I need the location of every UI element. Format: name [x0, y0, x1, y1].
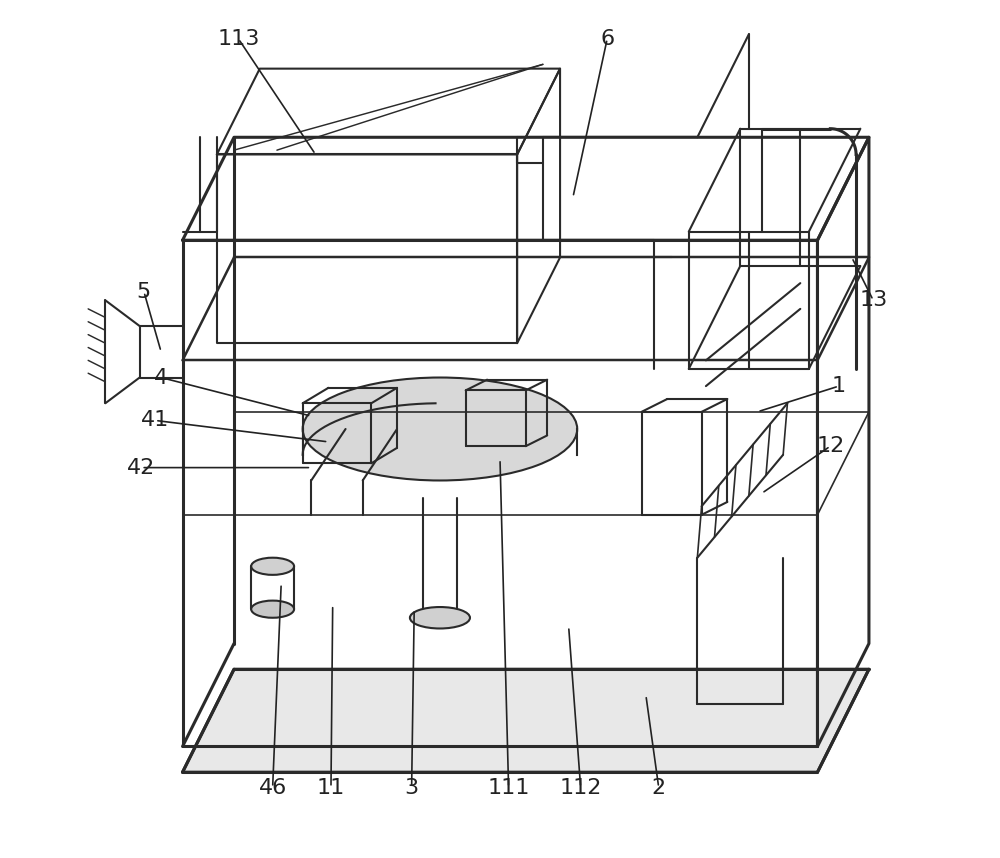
Text: 12: 12 [816, 436, 844, 456]
Ellipse shape [251, 558, 294, 575]
Text: 11: 11 [317, 777, 345, 798]
Text: 41: 41 [141, 410, 169, 431]
Text: 42: 42 [127, 457, 155, 478]
Ellipse shape [410, 607, 470, 628]
Ellipse shape [303, 378, 577, 480]
Text: 2: 2 [652, 777, 666, 798]
Text: 112: 112 [559, 777, 602, 798]
Ellipse shape [251, 601, 294, 618]
Polygon shape [183, 669, 869, 772]
Text: 3: 3 [405, 777, 419, 798]
Text: 1: 1 [832, 376, 846, 396]
Text: 4: 4 [154, 367, 168, 388]
Text: 13: 13 [859, 290, 887, 311]
Text: 6: 6 [600, 28, 614, 49]
Text: 113: 113 [217, 28, 259, 49]
Text: 111: 111 [487, 777, 530, 798]
Text: 5: 5 [137, 281, 151, 302]
Text: 46: 46 [259, 777, 287, 798]
